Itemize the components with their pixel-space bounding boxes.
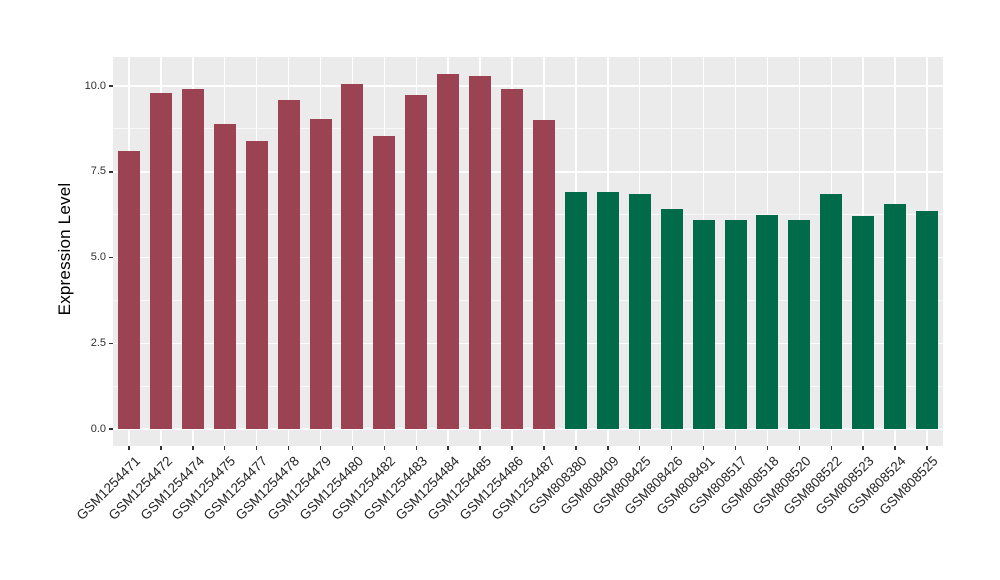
- x-tick-mark: [511, 446, 513, 450]
- x-tick-mark: [160, 446, 162, 450]
- bar-GSM808491: [692, 219, 715, 429]
- x-tick-mark: [319, 446, 322, 450]
- x-tick-mark: [798, 446, 801, 450]
- bar-GSM808380: [564, 192, 587, 429]
- x-tick-mark: [638, 446, 641, 450]
- x-tick-mark: [479, 446, 481, 450]
- x-tick-mark: [862, 446, 864, 450]
- y-tick-label: 2.5: [90, 336, 106, 349]
- bar-GSM808409: [596, 192, 619, 429]
- x-tick-mark: [383, 446, 386, 450]
- x-tick-mark: [766, 446, 769, 450]
- x-tick-mark: [447, 446, 449, 450]
- x-tick-mark: [415, 446, 418, 450]
- y-tick-mark: [109, 171, 113, 173]
- bar-GSM1254471: [117, 151, 140, 429]
- bar-GSM1254482: [373, 135, 396, 429]
- x-tick-mark: [607, 446, 609, 450]
- y-axis-title: Expression Level: [55, 182, 74, 316]
- x-tick-mark: [128, 446, 130, 450]
- bar-GSM1254479: [309, 118, 332, 429]
- major-gridline: [113, 256, 943, 259]
- major-gridline: [113, 428, 943, 430]
- x-tick-mark: [351, 446, 354, 450]
- bar-GSM1254477: [245, 140, 268, 429]
- x-tick-mark: [894, 446, 896, 450]
- bar-GSM808425: [628, 194, 651, 429]
- y-tick-label: 7.5: [90, 165, 106, 178]
- y-tick-label: 10.0: [84, 79, 106, 92]
- bar-GSM808520: [788, 219, 811, 429]
- bar-GSM808525: [916, 211, 939, 429]
- y-tick-mark: [109, 342, 113, 344]
- minor-gridline: [113, 128, 943, 130]
- x-tick-mark: [543, 446, 545, 450]
- plot-panel: [113, 57, 943, 446]
- bar-GSM1254478: [277, 99, 300, 429]
- minor-gridline: [113, 214, 943, 216]
- x-tick-mark: [287, 446, 290, 450]
- bar-GSM1254487: [532, 120, 555, 429]
- y-tick-mark: [109, 256, 113, 259]
- y-tick-label: 5.0: [90, 251, 106, 263]
- x-tick-mark: [702, 446, 705, 450]
- x-tick-mark: [830, 446, 833, 450]
- x-tick-mark: [255, 446, 258, 450]
- minor-gridline: [113, 299, 943, 301]
- major-gridline: [113, 171, 943, 173]
- major-gridline: [113, 342, 943, 344]
- x-tick-mark: [575, 446, 577, 450]
- bar-GSM1254472: [149, 92, 172, 429]
- bar-GSM1254483: [405, 94, 428, 429]
- major-gridline: [113, 85, 943, 87]
- x-tick-mark: [192, 446, 194, 450]
- bar-GSM1254484: [437, 73, 460, 429]
- bar-GSM808524: [884, 204, 907, 429]
- bar-GSM808522: [820, 194, 843, 429]
- bar-GSM1254485: [469, 75, 492, 429]
- y-tick-mark: [109, 85, 113, 87]
- x-tick-mark: [223, 446, 226, 450]
- bar-GSM808517: [724, 219, 747, 429]
- bar-GSM808518: [756, 214, 779, 429]
- bar-GSM808523: [852, 216, 875, 429]
- x-tick-mark: [926, 446, 928, 450]
- y-tick-label: 0.0: [90, 422, 106, 435]
- x-tick-mark: [734, 446, 737, 450]
- x-tick-mark: [670, 446, 673, 450]
- bar-GSM1254486: [501, 89, 524, 429]
- bar-GSM1254475: [213, 123, 236, 429]
- y-tick-mark: [109, 428, 113, 430]
- bar-GSM808426: [660, 209, 683, 429]
- bar-GSM1254480: [341, 84, 364, 429]
- bar-GSM1254474: [181, 89, 204, 429]
- minor-gridline: [113, 385, 943, 387]
